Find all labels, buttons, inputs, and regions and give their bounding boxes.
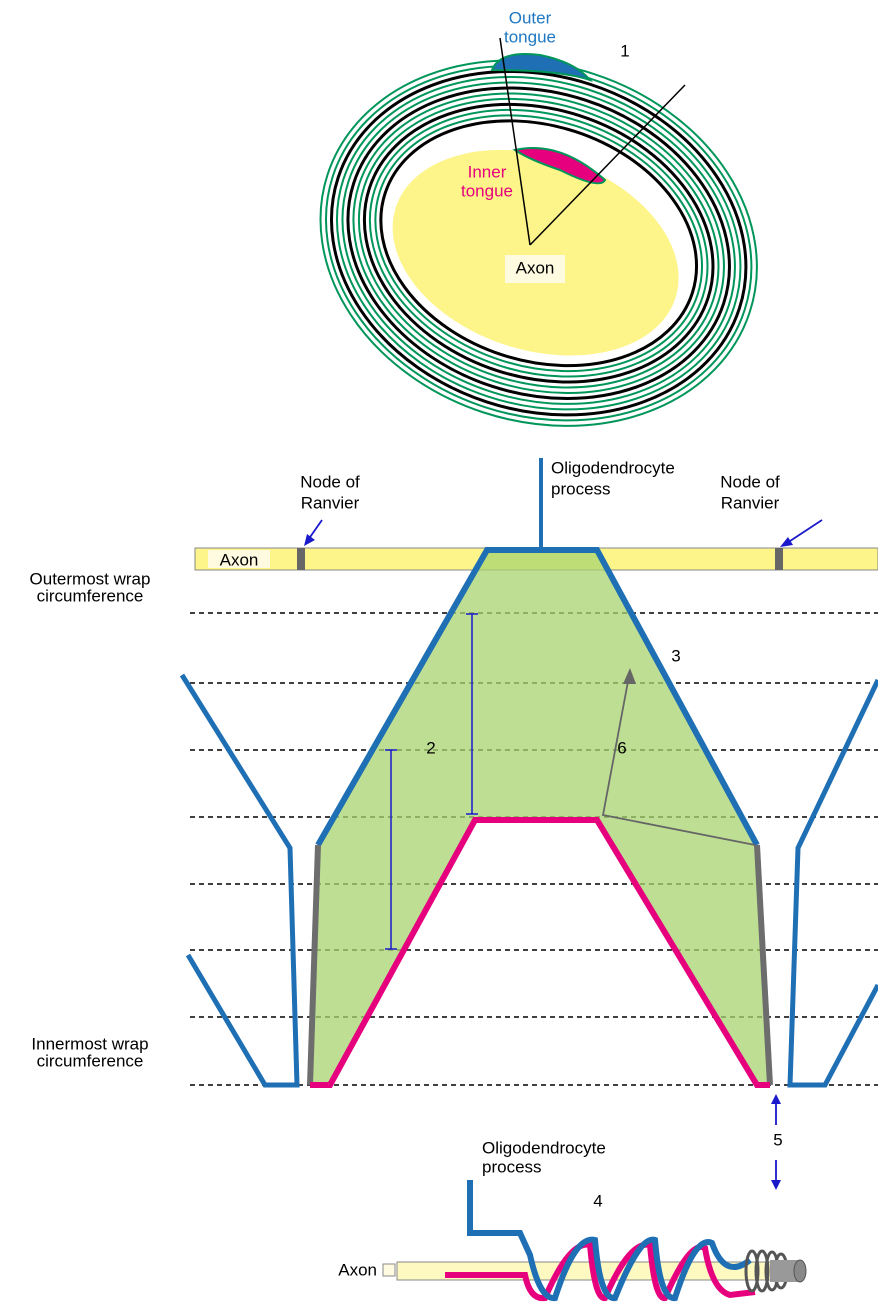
outer-tongue-label: Outer <box>509 8 552 27</box>
process-label: Oligodendrocyte <box>551 458 675 477</box>
node <box>297 548 305 570</box>
process-label: process <box>482 1157 542 1176</box>
axon-cap <box>794 1260 806 1282</box>
inner-tongue-label: tongue <box>461 181 513 200</box>
axon-label: Axon <box>516 258 555 277</box>
marker: 3 <box>671 646 680 665</box>
node-label: Node of <box>300 472 360 491</box>
inner-tongue-label: Inner <box>468 162 507 181</box>
neighbor-sheet <box>182 675 297 1085</box>
innermost-label: circumference <box>37 1051 144 1070</box>
node-label: Ranvier <box>721 493 780 512</box>
marker: 2 <box>426 738 435 757</box>
marker: 6 <box>617 738 626 757</box>
node-label: Ranvier <box>301 493 360 512</box>
process-label: Oligodendrocyte <box>482 1138 606 1157</box>
outermost-label: circumference <box>37 586 144 605</box>
neighbor-sheet <box>790 680 878 1085</box>
node <box>775 548 783 570</box>
axon-end <box>383 1264 395 1276</box>
marker: 5 <box>773 1130 782 1149</box>
process-label: process <box>551 479 611 498</box>
outer-tongue-label: tongue <box>504 27 556 46</box>
axon-label: Axon <box>220 550 259 569</box>
node-label: Node of <box>720 472 780 491</box>
marker: 4 <box>593 1191 602 1210</box>
axon-label: Axon <box>338 1260 377 1279</box>
marker: 1 <box>620 41 629 60</box>
figure: Outer tongue 1 Inner tongue Axon Node of… <box>0 0 878 1312</box>
